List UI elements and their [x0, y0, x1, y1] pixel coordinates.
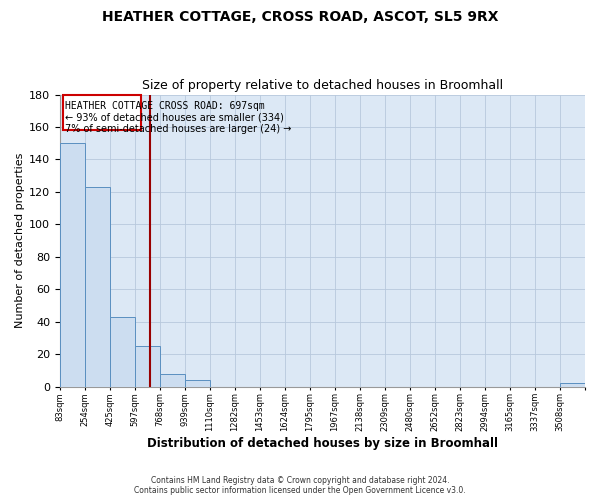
X-axis label: Distribution of detached houses by size in Broomhall: Distribution of detached houses by size … — [147, 437, 498, 450]
Bar — [160, 374, 185, 386]
Text: ← 93% of detached houses are smaller (334): ← 93% of detached houses are smaller (33… — [65, 112, 284, 122]
Text: HEATHER COTTAGE, CROSS ROAD, ASCOT, SL5 9RX: HEATHER COTTAGE, CROSS ROAD, ASCOT, SL5 … — [102, 10, 498, 24]
Bar — [60, 143, 85, 386]
Bar — [560, 384, 585, 386]
Bar — [85, 187, 110, 386]
Bar — [135, 346, 160, 387]
Bar — [185, 380, 210, 386]
Y-axis label: Number of detached properties: Number of detached properties — [15, 153, 25, 328]
FancyBboxPatch shape — [62, 94, 141, 130]
Title: Size of property relative to detached houses in Broomhall: Size of property relative to detached ho… — [142, 79, 503, 92]
Text: HEATHER COTTAGE CROSS ROAD: 697sqm: HEATHER COTTAGE CROSS ROAD: 697sqm — [65, 101, 265, 111]
Text: Contains HM Land Registry data © Crown copyright and database right 2024.
Contai: Contains HM Land Registry data © Crown c… — [134, 476, 466, 495]
Text: 7% of semi-detached houses are larger (24) →: 7% of semi-detached houses are larger (2… — [65, 124, 292, 134]
Bar — [110, 317, 135, 386]
